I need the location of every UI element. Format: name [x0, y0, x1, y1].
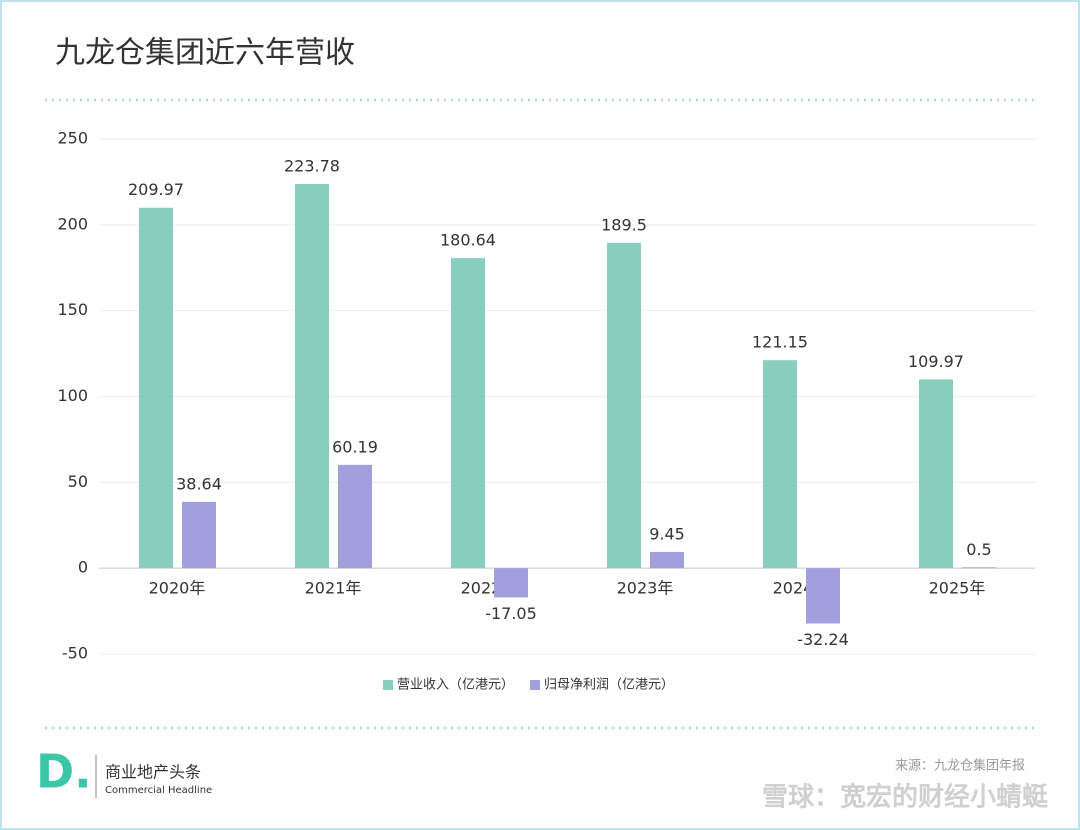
legend-label: 营业收入（亿港元）: [397, 678, 514, 693]
value-label: 0.5: [966, 540, 991, 559]
x-tick-label: 2025年: [929, 579, 986, 598]
value-label: 60.19: [332, 437, 378, 456]
y-tick-label: 250: [57, 129, 88, 148]
brand-name: 商业地产头条: [105, 763, 201, 782]
bar: [919, 379, 953, 569]
bar: [962, 567, 996, 569]
x-tick-label: 2023年: [617, 579, 674, 598]
watermark: 雪球：宽宏的财经小蜻蜓: [762, 782, 1049, 813]
value-label: 9.45: [649, 524, 685, 543]
value-label: 38.64: [176, 474, 222, 493]
bar: [139, 207, 173, 569]
x-tick-label: 2021年: [305, 579, 362, 598]
bar: [494, 568, 528, 598]
bar: [295, 184, 329, 569]
bar: [182, 501, 216, 569]
y-tick-label: 100: [57, 386, 88, 405]
legend-label: 归母净利润（亿港元）: [544, 678, 674, 693]
y-tick-label: 200: [57, 214, 88, 233]
value-label: 209.97: [128, 180, 184, 199]
source-note: 来源：九龙仓集团年报: [895, 758, 1025, 774]
y-tick-label: 50: [68, 472, 88, 491]
y-tick-label: -50: [62, 644, 88, 663]
legend-swatch: [383, 680, 393, 690]
y-tick-label: 0: [78, 558, 88, 577]
bar: [451, 258, 485, 569]
bar: [763, 360, 797, 569]
brand-mark: D.: [36, 745, 92, 799]
value-label: 121.15: [752, 333, 808, 352]
chart-title: 九龙仓集团近六年营收: [55, 36, 355, 71]
bar: [607, 242, 641, 569]
value-label: 180.64: [440, 231, 496, 250]
value-label: -32.24: [797, 630, 849, 649]
value-label: 109.97: [908, 352, 964, 371]
y-tick-label: 150: [57, 300, 88, 319]
brand-subtitle: Commercial Headline: [105, 785, 212, 796]
bar: [650, 551, 684, 569]
bar: [338, 464, 372, 569]
bar: [806, 568, 840, 624]
x-tick-label: 2020年: [149, 579, 206, 598]
value-label: 189.5: [601, 215, 647, 234]
value-label: -17.05: [485, 604, 537, 623]
legend-swatch: [530, 680, 541, 690]
value-label: 223.78: [284, 157, 340, 176]
